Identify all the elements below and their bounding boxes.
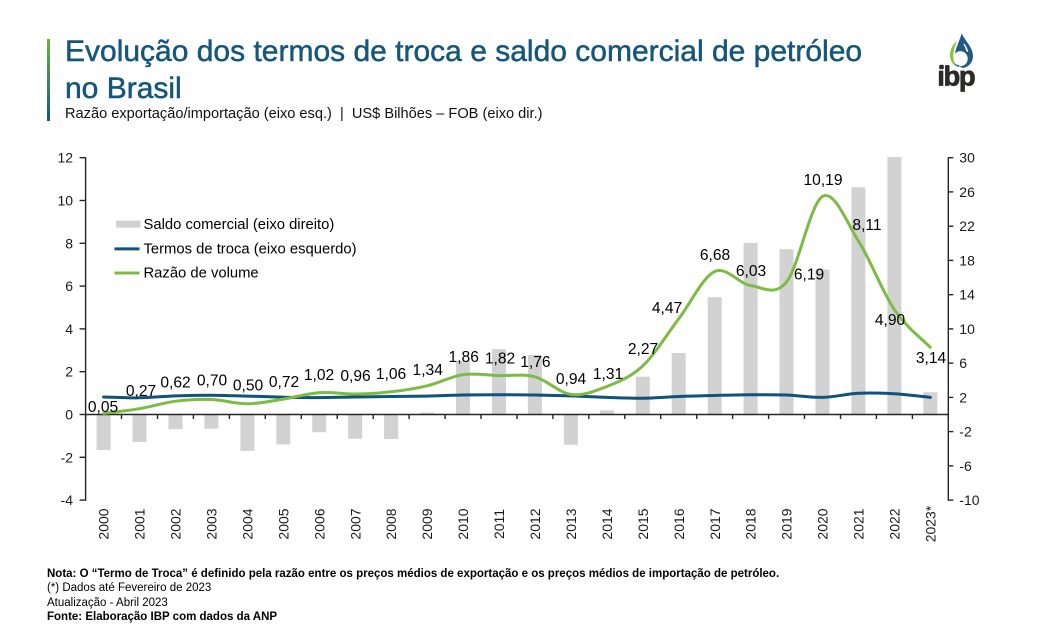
svg-text:3,14: 3,14 — [916, 350, 947, 367]
svg-text:2015: 2015 — [635, 508, 651, 539]
svg-text:Termos de troca (eixo esquerdo: Termos de troca (eixo esquerdo) — [144, 242, 357, 258]
svg-text:0,72: 0,72 — [269, 374, 299, 391]
svg-text:2: 2 — [959, 389, 967, 405]
svg-text:2002: 2002 — [168, 508, 184, 539]
svg-text:4,90: 4,90 — [875, 312, 906, 329]
svg-text:2023*: 2023* — [922, 505, 938, 542]
svg-text:0,70: 0,70 — [197, 372, 228, 389]
svg-text:6,03: 6,03 — [736, 263, 766, 280]
svg-text:30: 30 — [959, 150, 975, 166]
svg-text:2012: 2012 — [527, 508, 543, 539]
svg-text:2013: 2013 — [563, 508, 579, 539]
svg-text:2003: 2003 — [204, 508, 220, 539]
svg-text:26: 26 — [959, 184, 975, 200]
svg-text:18: 18 — [959, 252, 975, 268]
svg-text:2017: 2017 — [707, 508, 723, 539]
svg-text:1,82: 1,82 — [485, 350, 515, 367]
svg-text:2011: 2011 — [491, 509, 507, 539]
svg-text:8,11: 8,11 — [852, 217, 881, 234]
svg-text:2019: 2019 — [779, 508, 795, 539]
svg-text:1,34: 1,34 — [413, 362, 444, 379]
svg-text:0,62: 0,62 — [160, 374, 190, 391]
svg-text:2020: 2020 — [815, 508, 831, 539]
svg-text:0,05: 0,05 — [88, 399, 119, 416]
svg-text:10,19: 10,19 — [803, 172, 842, 189]
svg-text:6: 6 — [65, 278, 73, 294]
svg-text:2000: 2000 — [96, 508, 112, 539]
svg-text:Saldo comercial (eixo direito): Saldo comercial (eixo direito) — [144, 217, 335, 233]
svg-text:2016: 2016 — [671, 508, 687, 539]
svg-text:8: 8 — [65, 235, 73, 251]
svg-text:1,86: 1,86 — [449, 349, 479, 366]
svg-text:1,31: 1,31 — [593, 366, 623, 383]
svg-text:2014: 2014 — [599, 508, 615, 539]
svg-text:2: 2 — [65, 364, 73, 380]
svg-text:0,94: 0,94 — [556, 371, 587, 388]
svg-text:10: 10 — [58, 193, 74, 209]
svg-text:ıbp: ıbp — [937, 61, 975, 92]
svg-text:2,27: 2,27 — [628, 341, 658, 358]
svg-text:-4: -4 — [61, 492, 74, 508]
svg-text:2007: 2007 — [347, 508, 363, 539]
svg-text:1,06: 1,06 — [376, 366, 406, 383]
svg-text:2018: 2018 — [743, 508, 759, 539]
svg-text:0: 0 — [65, 407, 73, 423]
svg-text:12: 12 — [58, 150, 74, 166]
svg-text:0,27: 0,27 — [126, 383, 156, 400]
svg-text:14: 14 — [959, 287, 975, 303]
svg-text:2005: 2005 — [275, 508, 291, 539]
svg-text:4: 4 — [65, 321, 73, 337]
svg-text:0,50: 0,50 — [233, 377, 264, 394]
svg-text:1,76: 1,76 — [520, 354, 550, 371]
svg-text:2009: 2009 — [419, 508, 435, 539]
svg-text:-2: -2 — [959, 424, 972, 440]
svg-text:2001: 2001 — [132, 508, 148, 539]
svg-text:6: 6 — [959, 355, 967, 371]
svg-text:0,96: 0,96 — [340, 368, 370, 385]
svg-text:2010: 2010 — [455, 508, 471, 539]
svg-text:6,68: 6,68 — [700, 247, 730, 264]
svg-text:10: 10 — [959, 321, 975, 337]
svg-text:2022: 2022 — [887, 508, 903, 539]
svg-text:2006: 2006 — [311, 508, 327, 539]
svg-text:22: 22 — [959, 218, 975, 234]
svg-text:6,19: 6,19 — [794, 266, 824, 283]
svg-text:2008: 2008 — [383, 508, 399, 539]
svg-text:-10: -10 — [959, 492, 979, 508]
svg-text:-6: -6 — [959, 458, 972, 474]
svg-text:2021: 2021 — [851, 508, 867, 539]
svg-text:-2: -2 — [61, 449, 74, 465]
svg-text:2004: 2004 — [240, 508, 256, 539]
svg-text:4,47: 4,47 — [652, 300, 682, 317]
svg-text:Razão de volume: Razão de volume — [144, 266, 259, 282]
svg-text:1,02: 1,02 — [304, 367, 334, 384]
